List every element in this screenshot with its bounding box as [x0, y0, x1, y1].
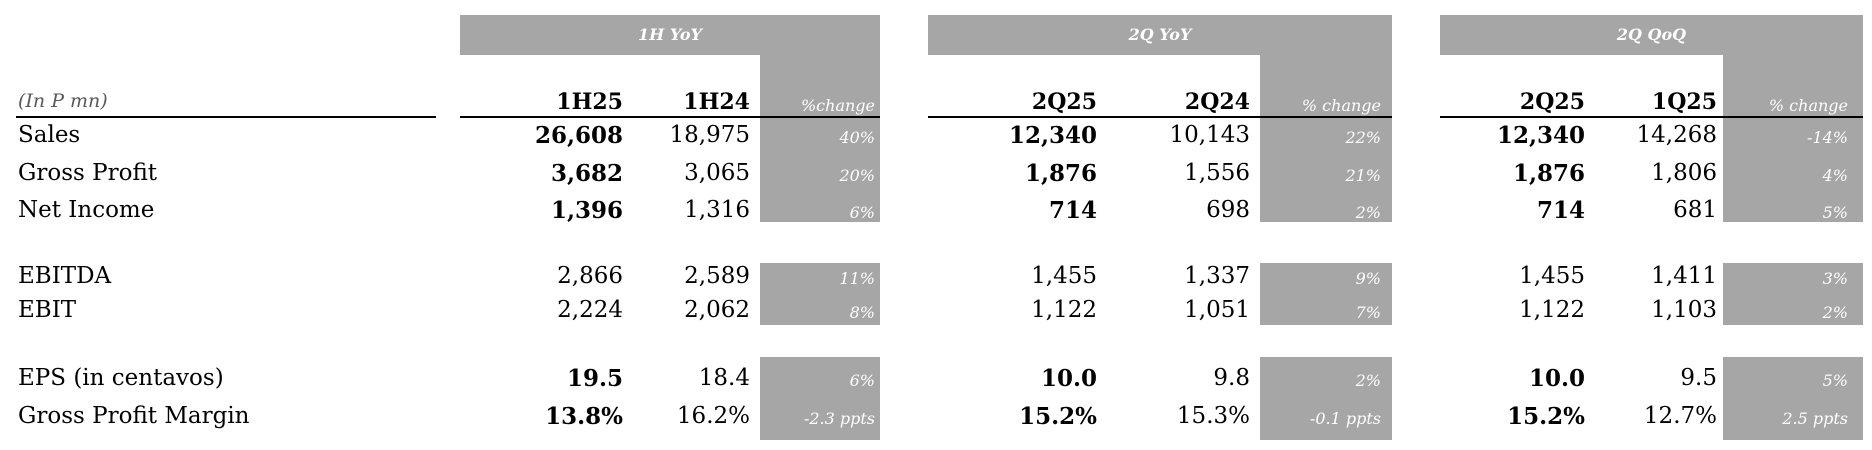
- pct-column-shade: [1260, 357, 1392, 440]
- column-header-prior: 1Q25: [1651, 89, 1717, 115]
- prior-value: 1,806: [1651, 160, 1717, 186]
- change-value: 2.5 ppts: [1782, 409, 1848, 428]
- change-value: 11%: [839, 269, 875, 288]
- change-value: 5%: [1822, 371, 1848, 390]
- current-value: 714: [1048, 197, 1097, 224]
- change-value: 40%: [839, 128, 875, 147]
- change-value: 2%: [1822, 303, 1848, 322]
- pct-column-shade: [1723, 263, 1863, 325]
- change-value: 3%: [1822, 269, 1848, 288]
- current-value: 15.2%: [1019, 403, 1097, 430]
- prior-value: 12.7%: [1643, 403, 1717, 429]
- current-value: 12,340: [1008, 122, 1097, 149]
- current-value: 714: [1536, 197, 1585, 224]
- column-header-change: % change: [1301, 96, 1381, 115]
- row-label: Sales: [18, 122, 81, 148]
- current-value: 15.2%: [1507, 403, 1585, 430]
- pct-column-shade: [1260, 263, 1392, 325]
- change-value: 22%: [1345, 128, 1381, 147]
- column-header-current: 2Q25: [1519, 89, 1585, 115]
- current-value: 2,224: [557, 297, 623, 323]
- column-header-change: %change: [800, 96, 875, 115]
- prior-value: 1,556: [1184, 160, 1250, 186]
- current-value: 1,876: [1512, 160, 1585, 187]
- current-value: 2,866: [557, 263, 623, 289]
- prior-value: 681: [1673, 197, 1717, 223]
- section-title: 2Q QoQ: [1440, 15, 1863, 55]
- section-title: 1H YoY: [460, 15, 880, 55]
- current-value: 10.0: [1528, 365, 1585, 392]
- prior-value: 1,411: [1651, 263, 1717, 289]
- prior-value: 1,316: [684, 197, 750, 223]
- change-value: 21%: [1345, 166, 1381, 185]
- prior-value: 698: [1206, 197, 1250, 223]
- change-value: 8%: [849, 303, 875, 322]
- current-value: 13.8%: [545, 403, 623, 430]
- prior-value: 18,975: [669, 122, 750, 148]
- pct-column-shade: [760, 55, 880, 222]
- current-value: 1,455: [1519, 263, 1585, 289]
- change-value: 6%: [849, 203, 875, 222]
- row-label: EBIT: [18, 297, 77, 323]
- header-rule: [460, 116, 880, 118]
- current-value: 12,340: [1496, 122, 1585, 149]
- row-label: Gross Profit Margin: [18, 403, 250, 429]
- change-value: 5%: [1822, 203, 1848, 222]
- prior-value: 3,065: [684, 160, 750, 186]
- pct-column-shade: [760, 263, 880, 325]
- row-label: EPS (in centavos): [18, 365, 224, 391]
- column-header-current: 2Q25: [1031, 89, 1097, 115]
- change-value: 6%: [849, 371, 875, 390]
- change-value: -2.3 ppts: [803, 409, 875, 428]
- current-value: 3,682: [550, 160, 623, 187]
- prior-value: 1,051: [1184, 297, 1250, 323]
- header-rule: [16, 116, 436, 118]
- prior-value: 10,143: [1169, 122, 1250, 148]
- current-value: 1,122: [1031, 297, 1097, 323]
- header-rule: [928, 116, 1392, 118]
- change-value: 2%: [1355, 203, 1381, 222]
- change-value: 20%: [839, 166, 875, 185]
- prior-value: 1,337: [1184, 263, 1250, 289]
- unit-label: (In P mn): [18, 90, 108, 112]
- prior-value: 15.3%: [1176, 403, 1250, 429]
- column-header-prior: 2Q24: [1184, 89, 1250, 115]
- pct-column-shade: [1723, 357, 1863, 440]
- row-label: Gross Profit: [18, 160, 158, 186]
- current-value: 1,122: [1519, 297, 1585, 323]
- current-value: 19.5: [566, 365, 623, 392]
- column-header-prior: 1H24: [683, 89, 750, 115]
- pct-column-shade: [1260, 55, 1392, 222]
- prior-value: 1,103: [1651, 297, 1717, 323]
- change-value: 9%: [1355, 269, 1381, 288]
- row-label: Net Income: [18, 197, 155, 223]
- change-value: 7%: [1355, 303, 1381, 322]
- header-rule: [1440, 116, 1863, 118]
- prior-value: 14,268: [1636, 122, 1717, 148]
- prior-value: 16.2%: [676, 403, 750, 429]
- change-value: -0.1 ppts: [1309, 409, 1381, 428]
- current-value: 1,396: [550, 197, 623, 224]
- current-value: 1,876: [1024, 160, 1097, 187]
- current-value: 10.0: [1040, 365, 1097, 392]
- current-value: 26,608: [534, 122, 623, 149]
- prior-value: 9.5: [1680, 365, 1717, 391]
- pct-column-shade: [760, 357, 880, 440]
- change-value: 4%: [1822, 166, 1848, 185]
- column-header-current: 1H25: [556, 89, 623, 115]
- column-header-change: % change: [1768, 96, 1848, 115]
- pct-column-shade: [1723, 55, 1863, 222]
- prior-value: 18.4: [698, 365, 750, 391]
- section-title: 2Q YoY: [928, 15, 1392, 55]
- current-value: 1,455: [1031, 263, 1097, 289]
- change-value: -14%: [1807, 128, 1848, 147]
- prior-value: 2,062: [684, 297, 750, 323]
- row-label: EBITDA: [18, 263, 112, 289]
- change-value: 2%: [1355, 371, 1381, 390]
- prior-value: 9.8: [1213, 365, 1250, 391]
- prior-value: 2,589: [684, 263, 750, 289]
